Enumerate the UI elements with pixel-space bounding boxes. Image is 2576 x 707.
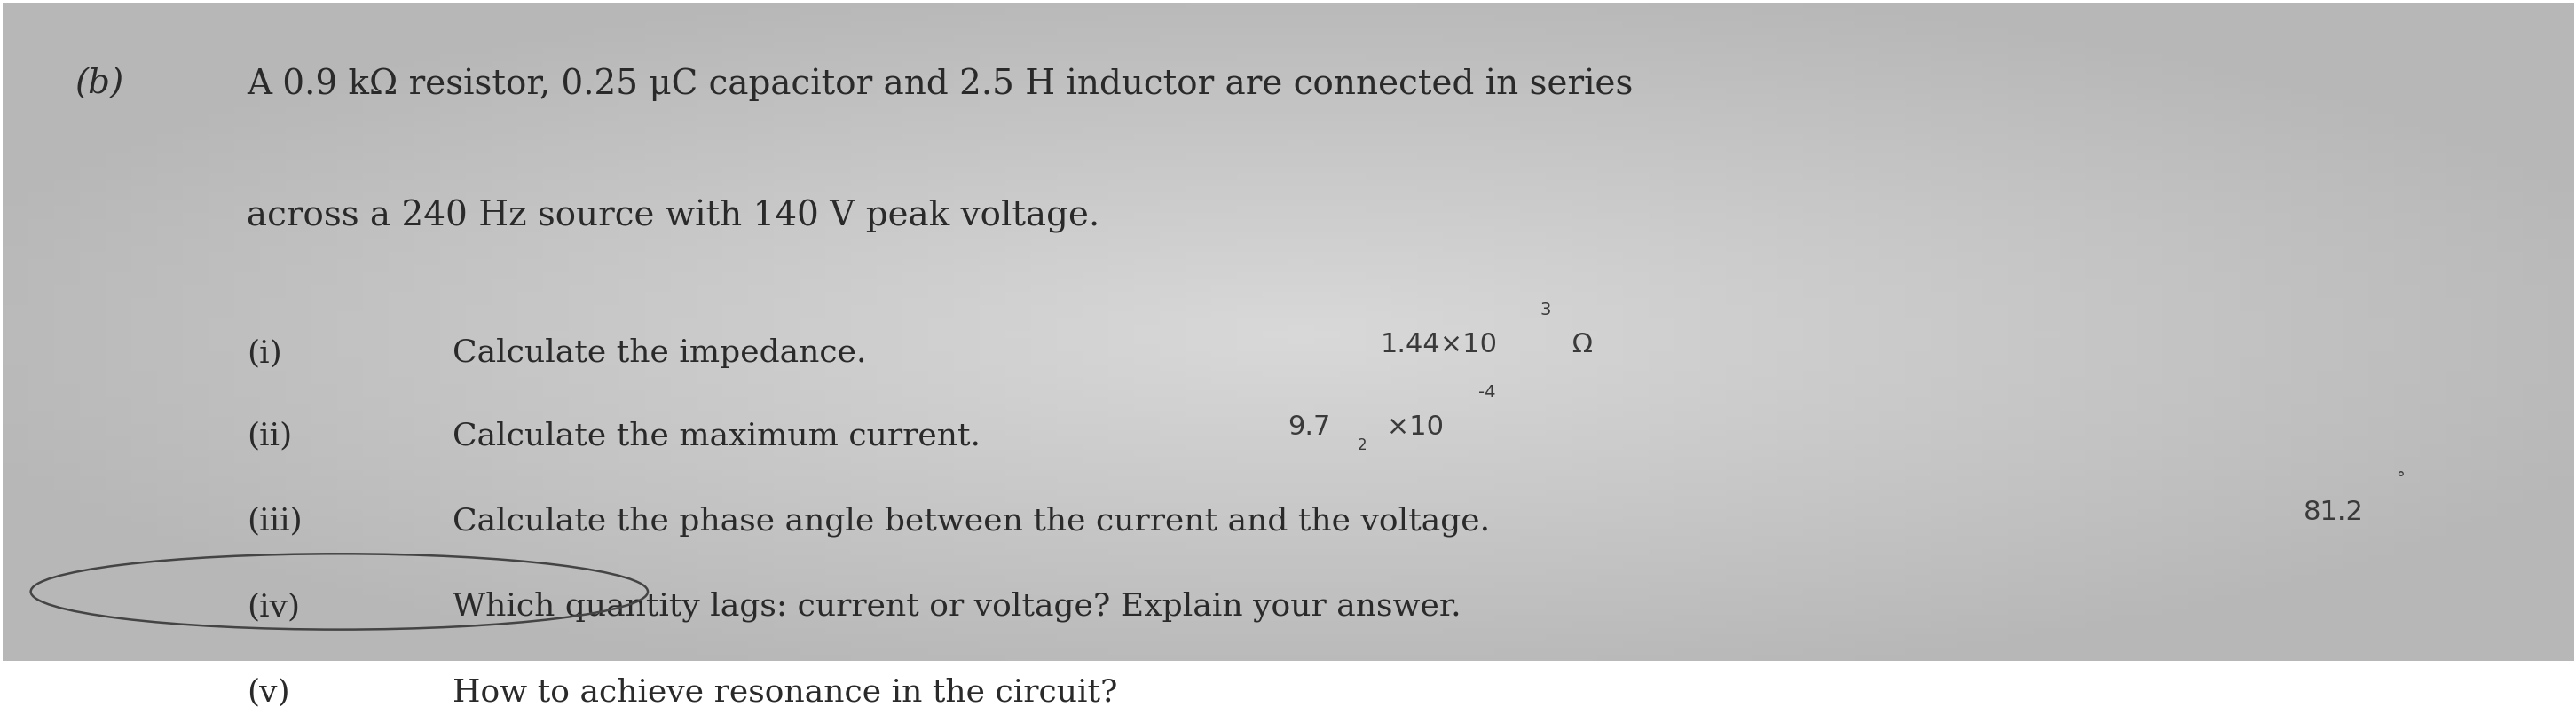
Text: (iii): (iii) [247,506,301,536]
Text: (iv): (iv) [247,592,299,621]
Text: °: ° [2396,470,2406,486]
Text: -4: -4 [1479,385,1497,401]
Text: Calculate the maximum current.: Calculate the maximum current. [453,421,981,450]
Text: (b): (b) [75,69,124,101]
Text: Calculate the phase angle between the current and the voltage.: Calculate the phase angle between the cu… [453,506,1489,537]
Text: (i): (i) [247,338,281,368]
Text: A 0.9 kΩ resistor, 0.25 μC capacitor and 2.5 H inductor are connected in series: A 0.9 kΩ resistor, 0.25 μC capacitor and… [247,69,1633,102]
Text: 9.7: 9.7 [1288,414,1332,440]
Text: 2: 2 [1358,437,1368,453]
Text: across a 240 Hz source with 140 V peak voltage.: across a 240 Hz source with 140 V peak v… [247,200,1100,233]
Text: Which quantity lags: current or voltage? Explain your answer.: Which quantity lags: current or voltage?… [453,592,1461,622]
Text: 81.2: 81.2 [2303,499,2365,525]
Text: (ii): (ii) [247,421,291,450]
Text: Ω: Ω [1564,332,1592,357]
Text: 3: 3 [1540,302,1551,319]
Text: Calculate the impedance.: Calculate the impedance. [453,338,866,368]
Text: (v): (v) [247,677,291,707]
Text: How to achieve resonance in the circuit?: How to achieve resonance in the circuit? [453,677,1118,707]
Text: ×10: ×10 [1378,414,1443,440]
Text: 1.44×10: 1.44×10 [1381,332,1497,357]
